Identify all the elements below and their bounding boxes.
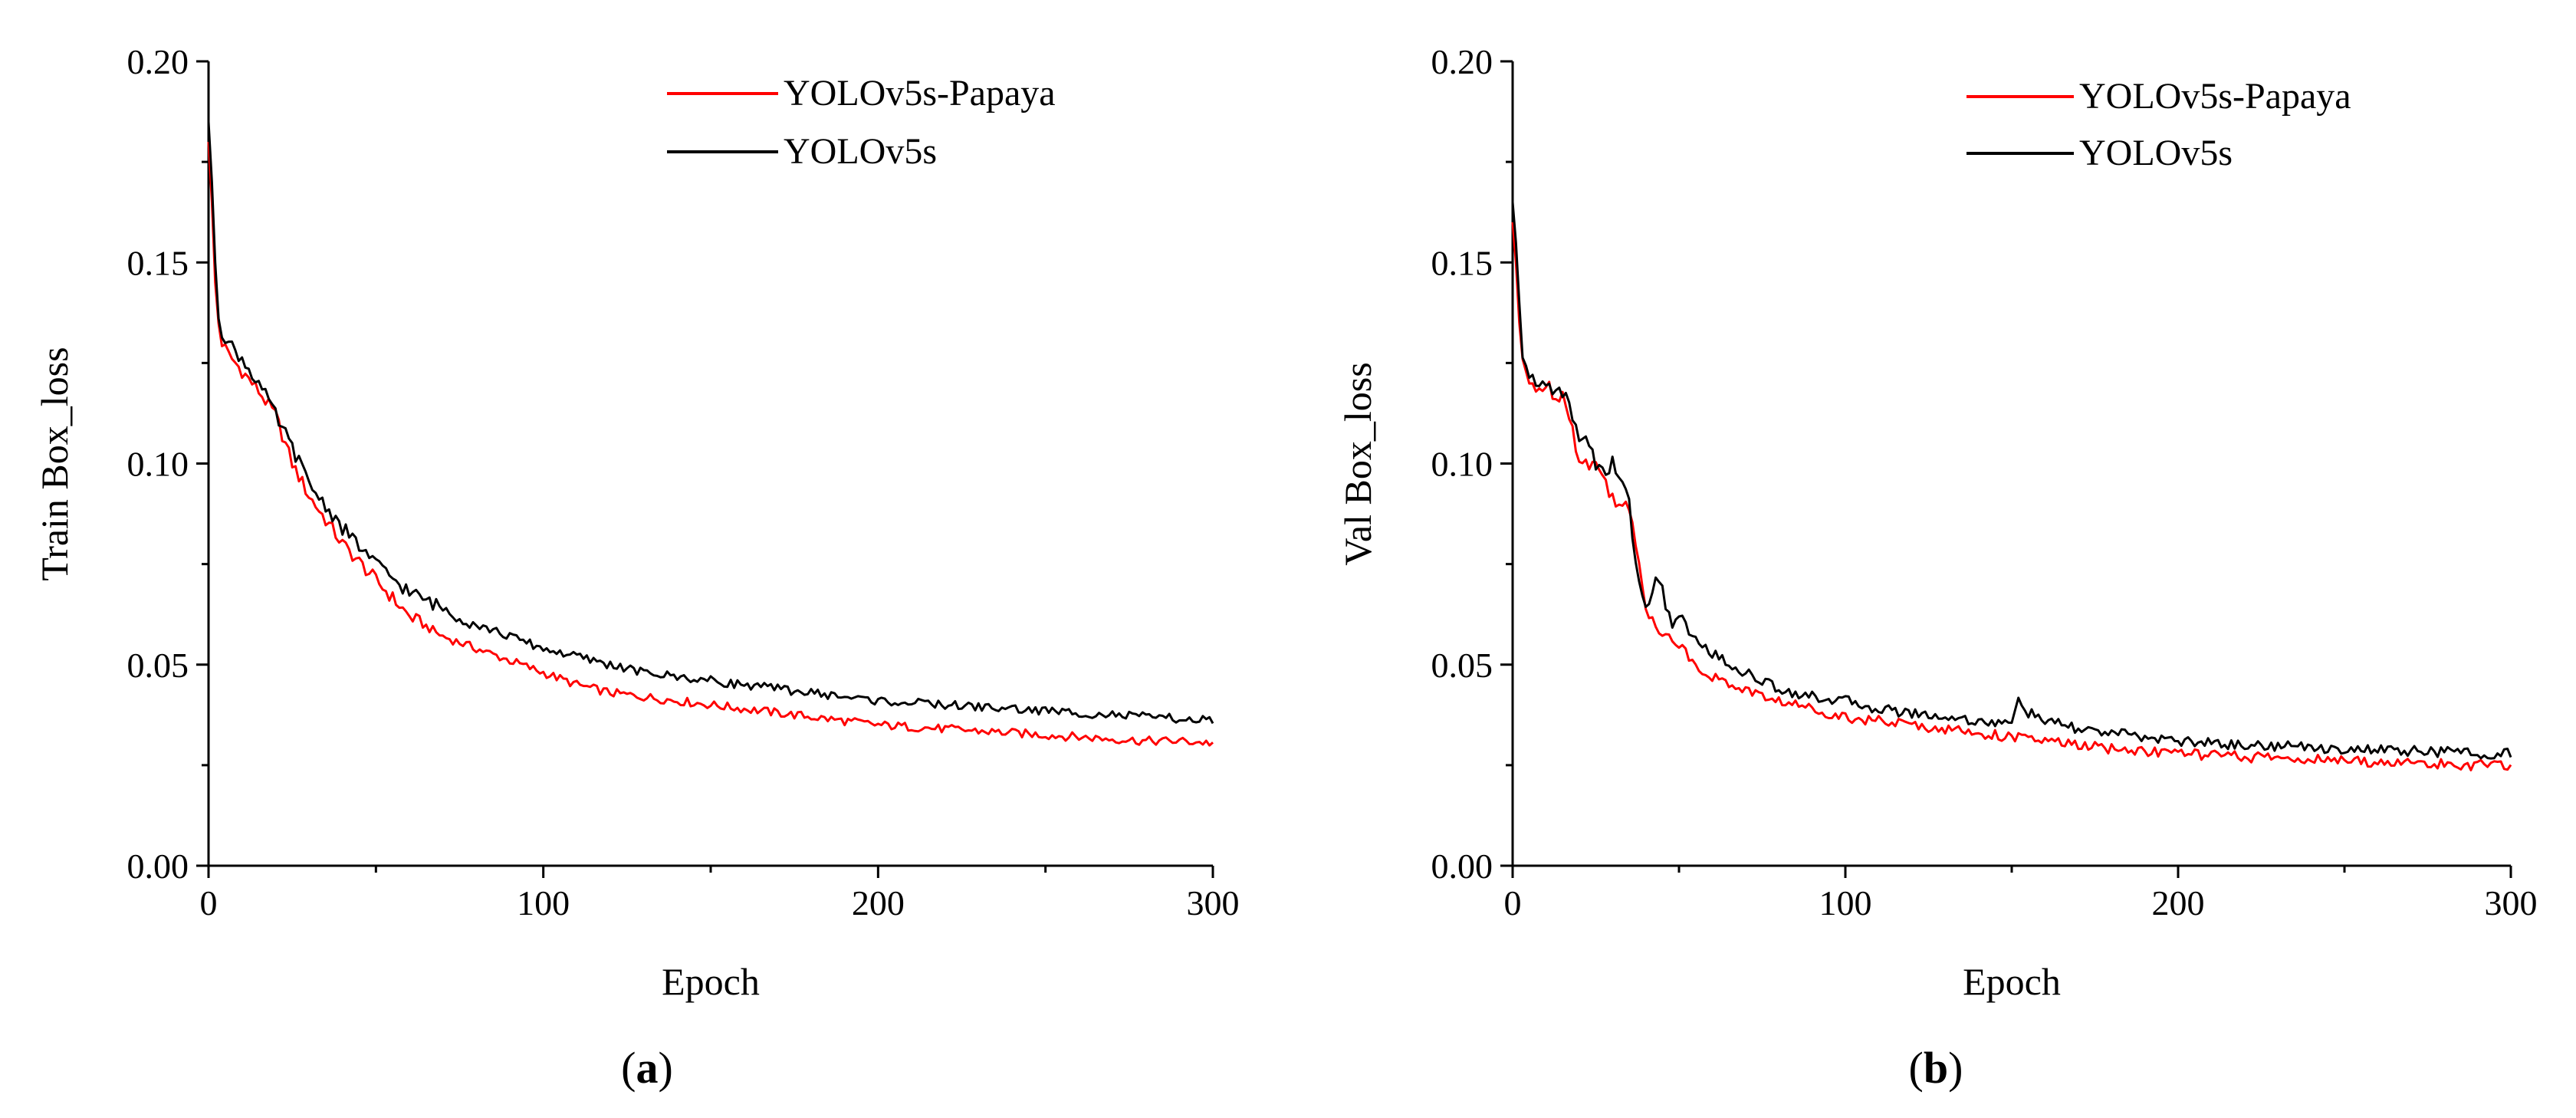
x-tick-label: 0 [1504, 883, 1522, 922]
x-tick-label: 200 [852, 883, 905, 922]
series-line-yolov5s-papaya [1511, 222, 2512, 771]
x-tick-label: 200 [2152, 883, 2205, 922]
plot-lines [1511, 202, 2512, 771]
x-tick-label: 300 [2485, 883, 2538, 922]
series-line-yolov5s-papaya [207, 141, 1214, 747]
tick-labels: 0 100 200 300 0.00 0.05 0.10 0.15 0.20 [127, 42, 1240, 922]
y-tick-label: 0.10 [1431, 445, 1493, 484]
tick-labels: 0 100 200 300 0.00 0.05 0.10 0.15 0.20 [1431, 42, 2538, 922]
y-tick-label: 0.20 [1431, 42, 1493, 81]
chart-panel-b: 0 100 200 300 0.00 0.05 0.10 0.15 0.20 Epoch Val… [1336, 42, 2538, 1093]
x-tick-label: 100 [517, 883, 570, 922]
y-axis-title: Train Box_loss [33, 347, 76, 580]
x-tick-label: 300 [1187, 883, 1240, 922]
legend-label-yolov5s: YOLOv5s [784, 131, 937, 172]
y-tick-label: 0.05 [1431, 646, 1493, 685]
y-tick-label: 0.00 [1431, 847, 1493, 886]
legend-label-papaya: YOLOv5s-Papaya [2079, 76, 2351, 117]
legend-label-papaya: YOLOv5s-Papaya [784, 73, 1056, 113]
tick-marks [1500, 60, 2512, 878]
panel-label-b: (b) [1909, 1043, 1963, 1093]
series-line-yolov5s [1511, 202, 2512, 760]
x-tick-label: 100 [1819, 883, 1872, 922]
y-tick-label: 0.05 [127, 646, 189, 685]
y-tick-label: 0.00 [127, 847, 189, 886]
legend-label-yolov5s: YOLOv5s [2079, 133, 2233, 173]
x-axis-title: Epoch [1963, 960, 2061, 1003]
y-tick-label: 0.10 [127, 445, 189, 484]
x-axis-title: Epoch [662, 960, 760, 1003]
x-tick-label: 0 [200, 883, 218, 922]
y-tick-label: 0.15 [1431, 243, 1493, 282]
plot-lines [207, 121, 1214, 747]
panel-label-a: (a) [621, 1043, 673, 1093]
y-axis-title: Val Box_loss [1336, 362, 1379, 565]
legend: YOLOv5s-Papaya YOLOv5s [1967, 76, 2351, 173]
series-line-yolov5s [207, 121, 1214, 725]
chart-panel-a: 0 100 200 300 0.00 0.05 0.10 0.15 0.20 Epoch Tra… [33, 42, 1240, 1093]
y-tick-label: 0.20 [127, 42, 189, 81]
y-tick-label: 0.15 [127, 243, 189, 282]
tick-marks [196, 60, 1214, 878]
legend: YOLOv5s-Papaya YOLOv5s [667, 73, 1056, 172]
